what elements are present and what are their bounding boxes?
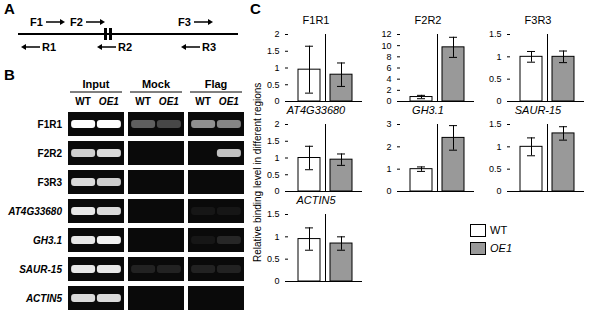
- svg-text:8: 8: [386, 52, 391, 62]
- svg-text:OE1: OE1: [99, 96, 119, 107]
- svg-text:F1R1: F1R1: [38, 119, 63, 130]
- svg-text:3: 3: [386, 119, 391, 129]
- svg-text:1.5: 1.5: [267, 136, 280, 146]
- svg-text:2: 2: [386, 142, 391, 152]
- svg-text:1.5: 1.5: [267, 46, 280, 56]
- svg-text:1.5: 1.5: [489, 29, 502, 39]
- html-text:ACTIN5: ACTIN5: [296, 194, 336, 206]
- svg-text:1: 1: [274, 63, 279, 73]
- svg-text:2: 2: [274, 29, 279, 39]
- svg-text:AT4G33680: AT4G33680: [7, 206, 62, 217]
- svg-text:0: 0: [274, 186, 279, 194]
- html-text:A: A: [4, 0, 15, 17]
- svg-text:Mock: Mock: [142, 78, 171, 90]
- svg-text:F3: F3: [178, 16, 191, 28]
- svg-text:0: 0: [386, 186, 391, 194]
- svg-text:1: 1: [496, 142, 501, 152]
- svg-text:0: 0: [386, 96, 391, 104]
- svg-text:1.5: 1.5: [489, 119, 502, 129]
- svg-text:F3R3: F3R3: [38, 177, 63, 188]
- svg-text:1: 1: [274, 232, 279, 242]
- svg-text:WT: WT: [75, 96, 91, 107]
- svg-text:4: 4: [386, 74, 391, 84]
- svg-text:6: 6: [386, 63, 391, 73]
- svg-text:F1: F1: [30, 16, 43, 28]
- html-text:SAUR-15: SAUR-15: [514, 104, 562, 116]
- svg-text:0: 0: [274, 96, 279, 104]
- html-text:B: B: [4, 66, 15, 83]
- svg-text:0: 0: [496, 96, 501, 104]
- svg-text:OE1: OE1: [219, 96, 239, 107]
- svg-text:WT: WT: [195, 96, 211, 107]
- svg-text:R3: R3: [202, 41, 216, 53]
- svg-text:2: 2: [274, 119, 279, 129]
- svg-text:WT: WT: [135, 96, 151, 107]
- svg-text:10: 10: [381, 41, 391, 51]
- svg-text:2: 2: [386, 85, 391, 95]
- svg-text:0.5: 0.5: [489, 164, 502, 174]
- html-text:F1R1: F1R1: [302, 14, 330, 26]
- svg-text:0.5: 0.5: [489, 74, 502, 84]
- svg-text:1: 1: [274, 153, 279, 163]
- svg-text:1: 1: [386, 164, 391, 174]
- svg-text:R1: R1: [42, 41, 56, 53]
- html-text:WT: WT: [490, 224, 508, 236]
- svg-text:R2: R2: [118, 41, 132, 53]
- html-text:AT4G33680: AT4G33680: [286, 104, 346, 116]
- svg-text:0.5: 0.5: [267, 254, 280, 264]
- html-text:GH3.1: GH3.1: [412, 104, 444, 116]
- svg-text:1.5: 1.5: [267, 209, 280, 219]
- svg-text:GH3.1: GH3.1: [33, 235, 62, 246]
- svg-text:0.5: 0.5: [267, 80, 280, 90]
- svg-text:12: 12: [381, 29, 391, 39]
- svg-text:0: 0: [496, 186, 501, 194]
- svg-text:0.5: 0.5: [267, 170, 280, 180]
- html-text:F2R2: F2R2: [414, 14, 442, 26]
- svg-text:SAUR-15: SAUR-15: [19, 264, 62, 275]
- svg-text:1: 1: [496, 52, 501, 62]
- svg-text:F2: F2: [70, 16, 83, 28]
- svg-text:0: 0: [274, 276, 279, 284]
- html-text:OE1: OE1: [490, 242, 512, 254]
- html-text:C: C: [250, 0, 261, 17]
- svg-text:ACTIN5: ACTIN5: [25, 293, 63, 304]
- html-text:Relative binding level in diff: Relative binding level in different regi…: [252, 82, 263, 262]
- svg-text:Input: Input: [83, 78, 110, 90]
- svg-text:Flag: Flag: [205, 78, 228, 90]
- svg-text:F2R2: F2R2: [38, 148, 63, 159]
- svg-text:OE1: OE1: [159, 96, 179, 107]
- html-text:F3R3: F3R3: [524, 14, 552, 26]
